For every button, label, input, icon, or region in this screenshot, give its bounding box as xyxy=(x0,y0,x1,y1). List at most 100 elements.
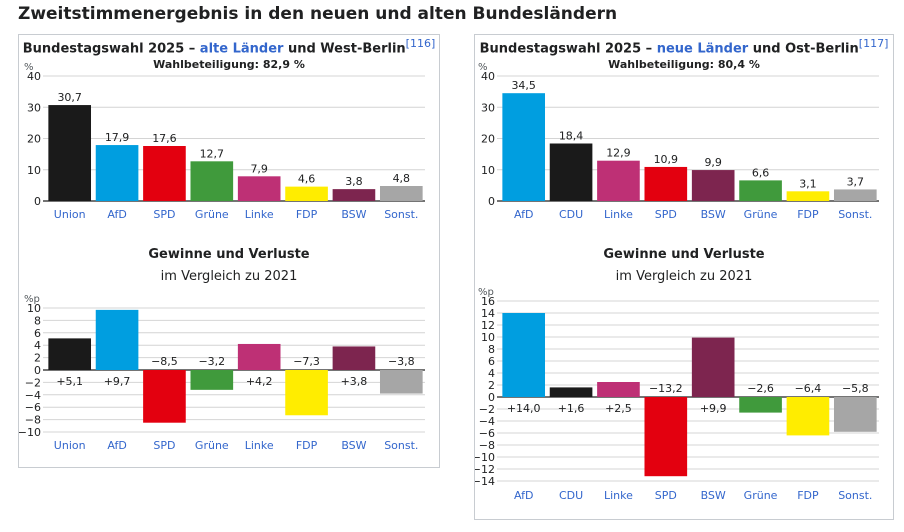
data-label: 12,9 xyxy=(606,147,631,160)
y-tick-label: 4 xyxy=(488,367,495,380)
y-tick-label: −12 xyxy=(475,463,495,476)
panel-east: Bundestagswahl 2025 – neue Länder und Os… xyxy=(474,34,894,520)
y-tick-label: 0 xyxy=(34,195,41,208)
panel-title: Bundestagswahl 2025 – neue Länder und Os… xyxy=(475,37,893,56)
y-tick-label: 10 xyxy=(481,331,495,344)
y-tick-label: −8 xyxy=(25,414,41,427)
data-label: 34,5 xyxy=(511,79,536,92)
category-label: AfD xyxy=(514,208,533,221)
data-label: 17,6 xyxy=(152,132,177,145)
title-link[interactable]: alte Länder xyxy=(199,41,284,57)
bar-linke xyxy=(597,382,640,397)
bar-gr-ne xyxy=(739,180,782,201)
data-label: 9,9 xyxy=(704,156,722,169)
data-label: 3,1 xyxy=(799,177,817,190)
data-label: +9,7 xyxy=(104,375,131,388)
data-label: 10,9 xyxy=(654,153,679,166)
category-label: Grüne xyxy=(744,489,778,502)
title-prefix: Bundestagswahl 2025 – xyxy=(22,41,200,57)
y-tick-label: 30 xyxy=(481,101,495,114)
title-link[interactable]: neue Länder xyxy=(656,41,749,57)
category-label: Grüne xyxy=(744,208,778,221)
category-label: Sonst. xyxy=(838,208,872,221)
bar-union xyxy=(48,338,92,370)
bar-fdp xyxy=(786,397,830,436)
y-tick-label: 6 xyxy=(34,327,41,340)
bar-sonst- xyxy=(833,189,877,201)
bar-linke xyxy=(237,343,281,370)
data-label: 4,8 xyxy=(393,172,411,185)
bar-union xyxy=(48,105,92,201)
turnout-label: Wahlbeteiligung: 82,9 % xyxy=(153,58,305,71)
y-tick-label: 10 xyxy=(481,164,495,177)
bar-cdu xyxy=(549,387,593,397)
bar-fdp xyxy=(285,370,328,416)
category-label: FDP xyxy=(797,208,819,221)
data-label: 7,9 xyxy=(250,162,268,175)
reference-link[interactable]: [117] xyxy=(858,37,889,50)
y-tick-label: 8 xyxy=(34,314,41,327)
category-label: Sonst. xyxy=(384,439,418,452)
y-tick-label: 30 xyxy=(27,101,41,114)
category-label: FDP xyxy=(296,208,318,221)
category-label: Linke xyxy=(245,208,274,221)
y-axis-label: % xyxy=(478,62,488,73)
category-label: Linke xyxy=(604,208,633,221)
y-tick-label: −2 xyxy=(479,403,495,416)
category-label: Union xyxy=(54,439,86,452)
bar-bsw xyxy=(332,346,376,370)
panel-west: Bundestagswahl 2025 – alte Länder und We… xyxy=(18,34,440,468)
y-tick-label: −6 xyxy=(25,401,41,414)
data-label: 6,6 xyxy=(752,166,770,179)
category-label: FDP xyxy=(797,489,819,502)
bar-bsw xyxy=(332,189,376,201)
y-tick-label: 4 xyxy=(34,339,41,352)
category-label: SPD xyxy=(153,208,175,221)
title-prefix: Bundestagswahl 2025 – xyxy=(479,41,657,57)
y-tick-label: −2 xyxy=(25,376,41,389)
bar-spd xyxy=(143,370,186,423)
title-suffix: und West-Berlin xyxy=(283,41,406,57)
y-tick-label: 0 xyxy=(488,195,495,208)
bar-gr-ne xyxy=(190,161,234,201)
category-label: SPD xyxy=(153,439,175,452)
gain-loss-subtitle: im Vergleich zu 2021 xyxy=(615,269,753,284)
bar-spd xyxy=(644,397,688,477)
y-tick-label: 14 xyxy=(481,307,495,320)
y-tick-label: −10 xyxy=(19,426,41,439)
category-label: BSW xyxy=(341,439,366,452)
y-tick-label: 16 xyxy=(481,295,495,308)
y-tick-label: 0 xyxy=(34,364,41,377)
category-label: AfD xyxy=(107,208,126,221)
y-tick-label: 12 xyxy=(481,319,495,332)
reference-link[interactable]: [116] xyxy=(405,37,436,50)
bar-sonst- xyxy=(379,370,423,394)
category-label: FDP xyxy=(296,439,318,452)
category-label: Linke xyxy=(245,439,274,452)
category-label: Grüne xyxy=(195,208,229,221)
category-label: BSW xyxy=(341,208,366,221)
title-suffix: und Ost-Berlin xyxy=(748,41,859,57)
data-label: −5,8 xyxy=(842,382,869,395)
y-tick-label: −4 xyxy=(479,415,495,428)
bar-afd xyxy=(502,93,546,201)
gain-loss-title: Gewinne und Verluste xyxy=(603,247,765,262)
category-label: AfD xyxy=(514,489,533,502)
y-tick-label: 20 xyxy=(27,133,41,146)
category-label: CDU xyxy=(559,489,583,502)
y-tick-label: 6 xyxy=(488,355,495,368)
data-label: 30,7 xyxy=(57,91,82,104)
y-tick-label: −10 xyxy=(475,451,495,464)
y-tick-label: −8 xyxy=(479,439,495,452)
y-tick-label: 10 xyxy=(27,164,41,177)
data-label: 18,4 xyxy=(559,130,584,143)
y-axis-label: %p xyxy=(24,294,40,305)
result-chart: % 0 10 20 30 40 30,7 Union 17,9 AfD 17,6 SPD 12,7 Grü… xyxy=(24,62,425,221)
data-label: 12,7 xyxy=(200,147,225,160)
turnout-label: Wahlbeteiligung: 80,4 % xyxy=(608,58,760,71)
panel-title: Bundestagswahl 2025 – alte Länder und We… xyxy=(19,37,439,56)
data-label: 17,9 xyxy=(105,131,130,144)
category-label: SPD xyxy=(655,208,677,221)
data-label: −3,8 xyxy=(388,355,415,368)
